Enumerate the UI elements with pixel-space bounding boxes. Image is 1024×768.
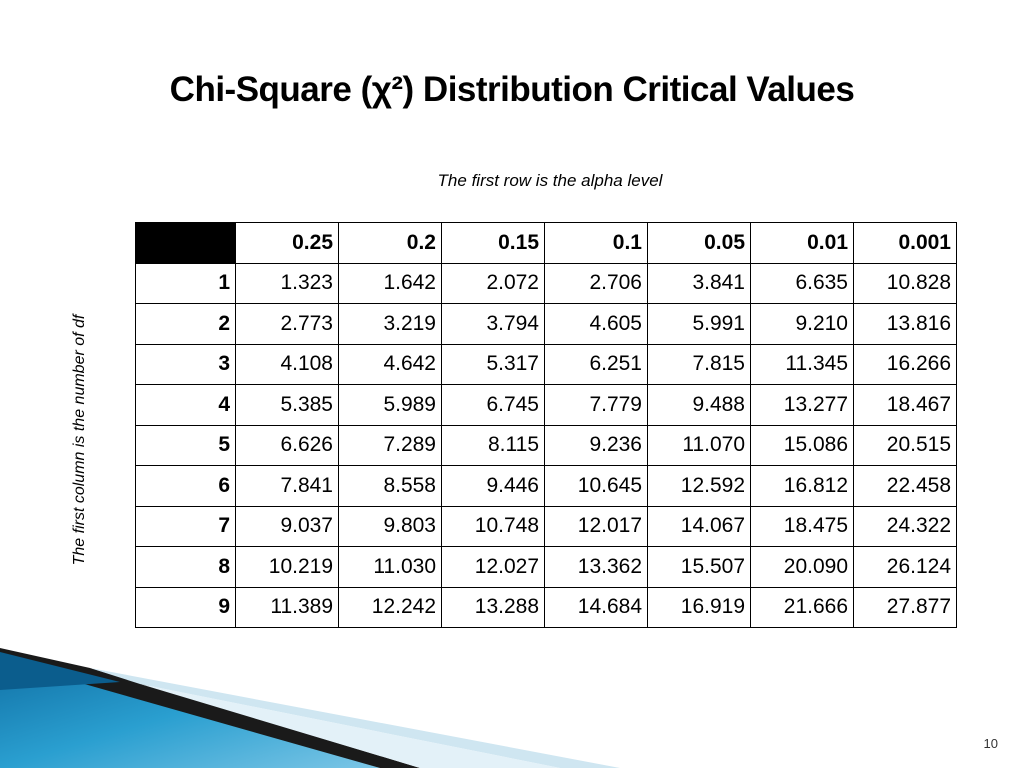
df-cell: 3 xyxy=(135,343,236,385)
critical-value-cell: 16.812 xyxy=(750,465,854,507)
alpha-header-cell: 0.001 xyxy=(853,222,957,264)
critical-value-cell: 7.289 xyxy=(338,424,442,466)
critical-value-cell: 24.322 xyxy=(853,505,957,547)
critical-value-cell: 21.666 xyxy=(750,586,854,628)
critical-value-cell: 9.236 xyxy=(544,424,648,466)
table-row: 9 11.389 12.242 13.288 14.684 16.919 21.666 27.… xyxy=(135,586,957,628)
critical-value-cell: 13.362 xyxy=(544,546,648,588)
alpha-header-cell: 0.15 xyxy=(441,222,545,264)
critical-value-cell: 14.684 xyxy=(544,586,648,628)
critical-value-cell: 3.841 xyxy=(647,262,751,304)
critical-value-cell: 20.515 xyxy=(853,424,957,466)
df-cell: 7 xyxy=(135,505,236,547)
table-row: 6 7.841 8.558 9.446 10.645 12.592 16.812 22.458 xyxy=(135,465,957,507)
critical-value-cell: 4.108 xyxy=(235,343,339,385)
critical-value-cell: 4.642 xyxy=(338,343,442,385)
critical-value-cell: 5.989 xyxy=(338,384,442,426)
critical-value-cell: 9.210 xyxy=(750,303,854,345)
df-cell: 1 xyxy=(135,262,236,304)
critical-value-cell: 11.070 xyxy=(647,424,751,466)
df-note: The first column is the number of df xyxy=(71,314,88,566)
critical-value-cell: 16.919 xyxy=(647,586,751,628)
critical-value-cell: 5.991 xyxy=(647,303,751,345)
page-number: 10 xyxy=(983,736,998,751)
alpha-header-cell: 0.01 xyxy=(750,222,854,264)
alpha-header-cell: 0.1 xyxy=(544,222,648,264)
critical-value-cell: 8.558 xyxy=(338,465,442,507)
table-row: 2 2.773 3.219 3.794 4.605 5.991 9.210 13.816 xyxy=(135,303,957,345)
alpha-header-cell: 0.2 xyxy=(338,222,442,264)
critical-value-cell: 4.605 xyxy=(544,303,648,345)
critical-value-cell: 10.828 xyxy=(853,262,957,304)
critical-value-cell: 14.067 xyxy=(647,505,751,547)
df-cell: 2 xyxy=(135,303,236,345)
critical-value-cell: 2.072 xyxy=(441,262,545,304)
df-cell: 8 xyxy=(135,546,236,588)
critical-value-cell: 26.124 xyxy=(853,546,957,588)
alpha-header-cell: 0.05 xyxy=(647,222,751,264)
critical-value-cell: 18.467 xyxy=(853,384,957,426)
critical-value-cell: 8.115 xyxy=(441,424,545,466)
alpha-note: The first row is the alpha level xyxy=(437,171,663,190)
critical-value-cell: 7.815 xyxy=(647,343,751,385)
alpha-header-row: 0.25 0.2 0.15 0.1 0.05 0.01 0.001 xyxy=(135,222,957,264)
critical-value-cell: 11.030 xyxy=(338,546,442,588)
critical-value-cell: 12.027 xyxy=(441,546,545,588)
table-row: 8 10.219 11.030 12.027 13.362 15.507 20.090 26.… xyxy=(135,546,957,588)
critical-value-cell: 22.458 xyxy=(853,465,957,507)
critical-value-cell: 6.251 xyxy=(544,343,648,385)
alpha-header-cell: 0.25 xyxy=(235,222,339,264)
table-row: 1 1.323 1.642 2.072 2.706 3.841 6.635 10.828 xyxy=(135,262,957,304)
critical-value-cell: 9.803 xyxy=(338,505,442,547)
critical-value-cell: 5.317 xyxy=(441,343,545,385)
critical-value-cell: 7.779 xyxy=(544,384,648,426)
critical-value-cell: 13.816 xyxy=(853,303,957,345)
critical-value-cell: 9.446 xyxy=(441,465,545,507)
critical-value-cell: 12.242 xyxy=(338,586,442,628)
table-row: 4 5.385 5.989 6.745 7.779 9.488 13.277 18.467 xyxy=(135,384,957,426)
df-cell: 5 xyxy=(135,424,236,466)
slide-title: Chi-Square (χ²) Distribution Critical Va… xyxy=(169,70,855,109)
critical-value-cell: 20.090 xyxy=(750,546,854,588)
critical-value-cell: 2.773 xyxy=(235,303,339,345)
critical-value-cell: 27.877 xyxy=(853,586,957,628)
critical-value-cell: 9.037 xyxy=(235,505,339,547)
critical-value-cell: 15.086 xyxy=(750,424,854,466)
critical-value-cell: 10.748 xyxy=(441,505,545,547)
critical-value-cell: 10.219 xyxy=(235,546,339,588)
table-row: 3 4.108 4.642 5.317 6.251 7.815 11.345 16.266 xyxy=(135,343,957,385)
df-cell: 9 xyxy=(135,586,236,628)
critical-value-cell: 3.219 xyxy=(338,303,442,345)
critical-value-cell: 6.626 xyxy=(235,424,339,466)
critical-value-cell: 6.745 xyxy=(441,384,545,426)
df-cell: 4 xyxy=(135,384,236,426)
critical-value-cell: 10.645 xyxy=(544,465,648,507)
critical-value-cell: 12.592 xyxy=(647,465,751,507)
critical-value-cell: 1.642 xyxy=(338,262,442,304)
critical-value-cell: 11.345 xyxy=(750,343,854,385)
critical-value-cell: 16.266 xyxy=(853,343,957,385)
table-row: 5 6.626 7.289 8.115 9.236 11.070 15.086 20.515 xyxy=(135,424,957,466)
df-cell: 6 xyxy=(135,465,236,507)
critical-value-cell: 18.475 xyxy=(750,505,854,547)
critical-value-cell: 9.488 xyxy=(647,384,751,426)
critical-value-cell: 13.277 xyxy=(750,384,854,426)
critical-values-table: 0.25 0.2 0.15 0.1 0.05 0.01 0.001 1 1.323… xyxy=(135,222,957,628)
critical-value-cell: 1.323 xyxy=(235,262,339,304)
table-corner-cell xyxy=(135,222,236,264)
critical-value-cell: 7.841 xyxy=(235,465,339,507)
critical-value-cell: 5.385 xyxy=(235,384,339,426)
critical-value-cell: 15.507 xyxy=(647,546,751,588)
critical-value-cell: 6.635 xyxy=(750,262,854,304)
critical-value-cell: 2.706 xyxy=(544,262,648,304)
critical-value-cell: 12.017 xyxy=(544,505,648,547)
critical-value-cell: 3.794 xyxy=(441,303,545,345)
critical-value-cell: 11.389 xyxy=(235,586,339,628)
table-row: 7 9.037 9.803 10.748 12.017 14.067 18.475 24.32… xyxy=(135,505,957,547)
critical-value-cell: 13.288 xyxy=(441,586,545,628)
